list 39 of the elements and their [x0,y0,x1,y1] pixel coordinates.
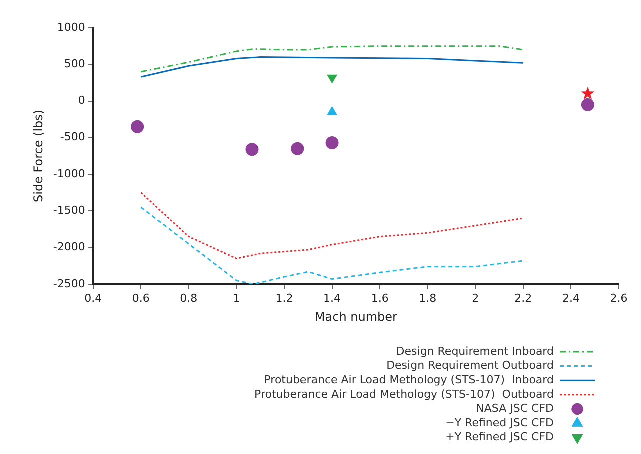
legend-label: Protuberance Air Load Methology (STS-107) Inboard [264,373,554,386]
x-tick-label: 0.6 [132,292,150,305]
line-series [140,46,524,73]
x-tick-label: 1.6 [371,292,389,305]
x-tick-label: 1.2 [276,292,294,305]
legend-label: NASA JSC CFD [476,402,554,416]
y-tick-label: -500 [60,130,86,144]
point [327,106,338,116]
y-tick-label: 500 [64,57,86,70]
x-tick-label: 2 [472,292,480,305]
y-tick-label: 0 [78,94,86,108]
line-series [140,192,524,260]
x-tick-label: 2.2 [514,292,532,305]
x-tick-label: 1.8 [419,292,437,305]
x-axis-title: Mach number [314,310,398,324]
y-tick-label: -1500 [53,204,86,217]
y-tick-label: -2000 [53,240,86,254]
legend-label: +Y Refined JSC CFD [446,430,554,444]
x-tick-label: 0.4 [84,292,102,305]
legend-label: Protuberance Air Load Methology (STS-107) Outboard [254,388,554,401]
point [326,136,339,150]
y-tick-label: -2500 [53,277,86,290]
x-tick-label: 1 [233,292,240,305]
point [581,86,595,100]
point [291,142,304,156]
x-tick-label: 2.6 [610,292,628,305]
point [246,143,259,156]
point [131,120,144,134]
x-tick-label: 0.8 [180,292,198,305]
y-tick-label: -1000 [53,167,86,180]
y-tick-label: 1000 [57,20,86,34]
line-series [140,206,524,284]
y-axis-title: Side Force (lbs) [31,110,46,203]
legend-label: −Y Refined JSC CFD [446,416,554,430]
x-tick-label: 2.4 [562,292,580,305]
point [581,98,594,112]
x-tick-label: 1.4 [324,292,342,305]
legend-label: Design Requirement Outboard [386,359,554,372]
legend-label: Design Requirement Inboard [396,344,554,358]
